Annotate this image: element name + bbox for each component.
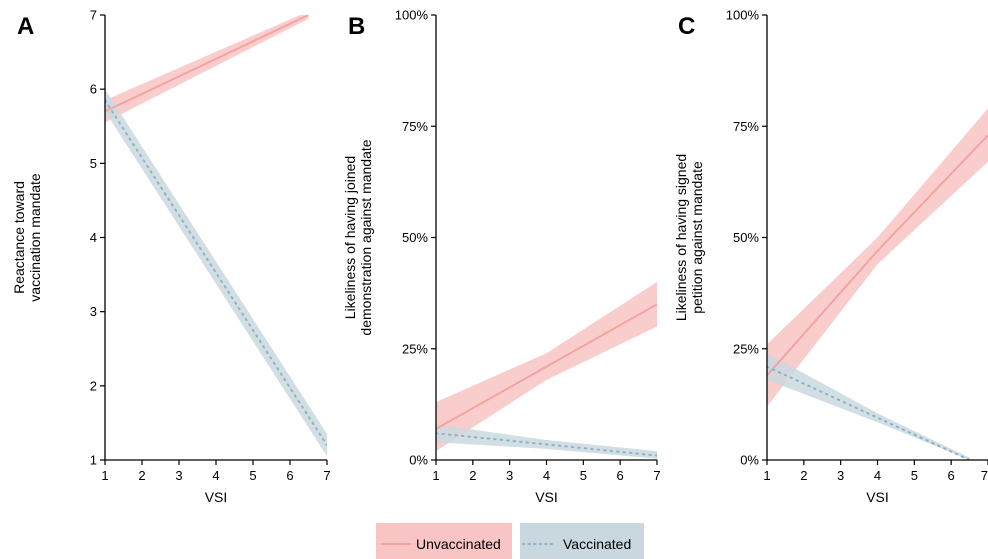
y-tick-label: 100% — [395, 8, 429, 23]
confidence-band-unvaccinated — [767, 108, 988, 407]
y-tick-label: 6 — [90, 82, 97, 97]
legend: Unvaccinated Vaccinated — [376, 523, 644, 559]
legend-vaccinated-label: Vaccinated — [563, 536, 631, 552]
y-axis-title: Reactance towardvaccination mandate — [11, 173, 43, 302]
x-tick-label: 3 — [837, 468, 844, 483]
chart-panels: 1 2 3 4 5 6 7 1 2 3 4 5 6 7 VSI Reactance towardvaccina… — [11, 8, 988, 506]
y-axis-title-line: petition against mandate — [689, 161, 705, 314]
panel-letter: C — [678, 13, 695, 40]
plot-area — [767, 108, 988, 460]
x-tick-label: 2 — [800, 468, 807, 483]
x-tick-label: 3 — [506, 468, 513, 483]
x-tick-label: 6 — [286, 468, 293, 483]
y-axis-title-line: Reactance toward — [11, 181, 27, 294]
x-tick-label: 1 — [432, 468, 439, 483]
x-tick-label: 3 — [175, 468, 182, 483]
x-tick-label: 7 — [981, 468, 988, 483]
x-tick-label: 2 — [469, 468, 476, 483]
y-axis-title: Likeliness of having signedpetition agai… — [673, 154, 705, 321]
series-line-unvaccinated — [767, 134, 988, 377]
series-line-unvaccinated — [436, 303, 657, 430]
legend-vaccinated-key-bg — [520, 523, 644, 559]
y-axis-title-line: demonstration against mandate — [358, 139, 374, 335]
confidence-band-vaccinated — [105, 89, 327, 457]
panel-b: 0% 25% 50% 75% 100% 1 2 3 4 5 6 7 VSI Likeliness of h… — [342, 8, 661, 506]
x-axis-title: VSI — [866, 489, 889, 505]
series-line-vaccinated — [767, 365, 971, 460]
legend-unvaccinated-key-bg — [376, 523, 512, 559]
x-tick-label: 1 — [763, 468, 770, 483]
panel-a: 1 2 3 4 5 6 7 1 2 3 4 5 6 7 VSI Reactance towardvaccina… — [11, 8, 331, 506]
x-tick-label: 7 — [653, 468, 660, 483]
y-tick-label: 100% — [726, 8, 760, 23]
series-line-unvaccinated — [105, 15, 309, 113]
y-tick-label: 2 — [90, 378, 97, 393]
x-axis-title: VSI — [535, 489, 558, 505]
y-axis-title-line: Likeliness of having signed — [673, 154, 689, 321]
confidence-band-unvaccinated — [105, 15, 309, 123]
panel-letter: B — [348, 13, 365, 40]
y-tick-label: 0% — [409, 453, 428, 468]
y-axis-title-line: vaccination mandate — [27, 173, 43, 302]
x-tick-label: 4 — [874, 468, 881, 483]
x-tick-label: 5 — [249, 468, 256, 483]
y-tick-label: 50% — [733, 230, 759, 245]
y-axis-title-line: Likeliness of having joined — [342, 156, 358, 319]
y-tick-label: 5 — [90, 156, 97, 171]
legend-unvaccinated-label: Unvaccinated — [416, 536, 501, 552]
y-tick-label: 25% — [733, 341, 759, 356]
x-tick-label: 2 — [138, 468, 145, 483]
y-tick-label: 7 — [90, 8, 97, 23]
x-tick-label: 6 — [617, 468, 624, 483]
panel-letter: A — [17, 13, 34, 40]
x-tick-label: 6 — [948, 468, 955, 483]
x-tick-label: 7 — [323, 468, 330, 483]
x-tick-label: 4 — [543, 468, 550, 483]
x-tick-label: 5 — [580, 468, 587, 483]
x-tick-label: 4 — [212, 468, 219, 483]
x-axis-title: VSI — [205, 489, 228, 505]
confidence-band-vaccinated — [767, 353, 970, 460]
y-tick-label: 4 — [90, 230, 97, 245]
y-tick-label: 3 — [90, 304, 97, 319]
confidence-band-vaccinated — [436, 424, 657, 459]
y-tick-label: 0% — [740, 453, 759, 468]
series-line-vaccinated — [436, 432, 657, 457]
panel-c: 0% 25% 50% 75% 100% 1 2 3 4 5 6 7 VSI Likeliness of h… — [673, 8, 988, 505]
y-tick-label: 50% — [402, 230, 428, 245]
plot-area — [436, 282, 657, 459]
y-tick-label: 75% — [402, 119, 428, 134]
y-tick-label: 75% — [733, 119, 759, 134]
y-axis-title: Likeliness of having joineddemonstration… — [342, 139, 374, 335]
y-tick-label: 1 — [90, 453, 97, 468]
x-tick-label: 1 — [101, 468, 108, 483]
plot-area — [105, 15, 327, 457]
x-tick-label: 5 — [911, 468, 918, 483]
y-tick-label: 25% — [402, 341, 428, 356]
